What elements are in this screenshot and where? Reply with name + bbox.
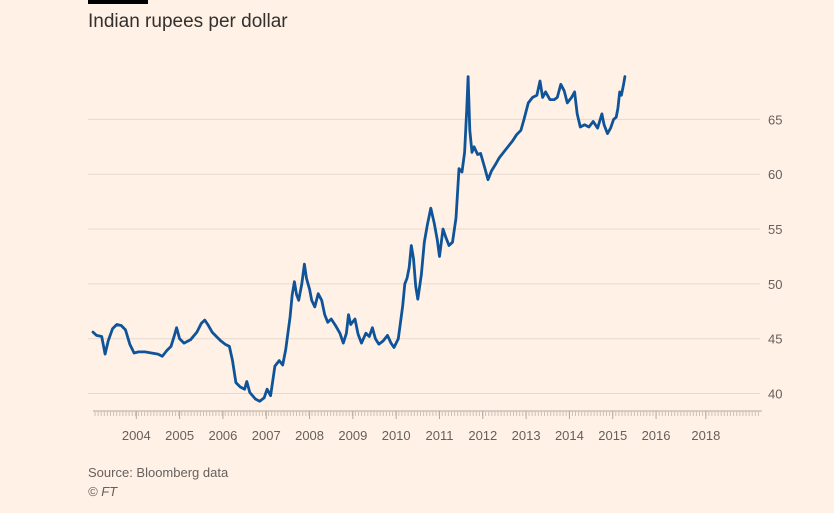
x-tick-label-2008: 2008 xyxy=(295,428,324,443)
copyright-note: © FT xyxy=(88,484,118,499)
x-tick-label-2005: 2005 xyxy=(165,428,194,443)
series-line-0 xyxy=(91,75,627,403)
x-tick-label-2009: 2009 xyxy=(338,428,367,443)
x-tick-label-2012: 2012 xyxy=(468,428,497,443)
x-axis-tick-labels: 2004 2005 2006 2007 2008 2009 2010 2011 2012 2013… xyxy=(122,411,720,443)
x-axis-minor-ticks xyxy=(94,411,759,416)
y-tick-label-45: 45 xyxy=(768,332,782,347)
x-tick-label-2014: 2014 xyxy=(555,428,584,443)
series-group xyxy=(91,75,627,403)
y-tick-label-60: 60 xyxy=(768,167,782,182)
title-accent-bar xyxy=(88,0,148,4)
x-tick-label-2007: 2007 xyxy=(252,428,281,443)
x-tick-label-2006: 2006 xyxy=(208,428,237,443)
y-tick-label-55: 55 xyxy=(768,222,782,237)
y-tick-label-50: 50 xyxy=(768,277,782,292)
line-chart: 40 45 50 55 60 65 2004 2005 2006 2007 2008 2009 201… xyxy=(88,75,782,443)
x-tick-label-2004: 2004 xyxy=(122,428,151,443)
x-tick-label-2015: 2015 xyxy=(598,428,627,443)
y-tick-label-40: 40 xyxy=(768,387,782,402)
x-tick-label-2010: 2010 xyxy=(382,428,411,443)
chart-title: Indian rupees per dollar xyxy=(88,11,288,32)
grid-lines xyxy=(88,118,760,395)
y-axis-ticks: 40 45 50 55 60 65 xyxy=(768,112,782,401)
x-tick-label-2013: 2013 xyxy=(512,428,541,443)
source-note: Source: Bloomberg data xyxy=(88,465,229,480)
y-tick-label-65: 65 xyxy=(768,112,782,127)
x-tick-label-2018: 2018 xyxy=(691,428,720,443)
x-tick-label-2011: 2011 xyxy=(426,428,454,443)
x-tick-label-2016: 2016 xyxy=(642,428,671,443)
